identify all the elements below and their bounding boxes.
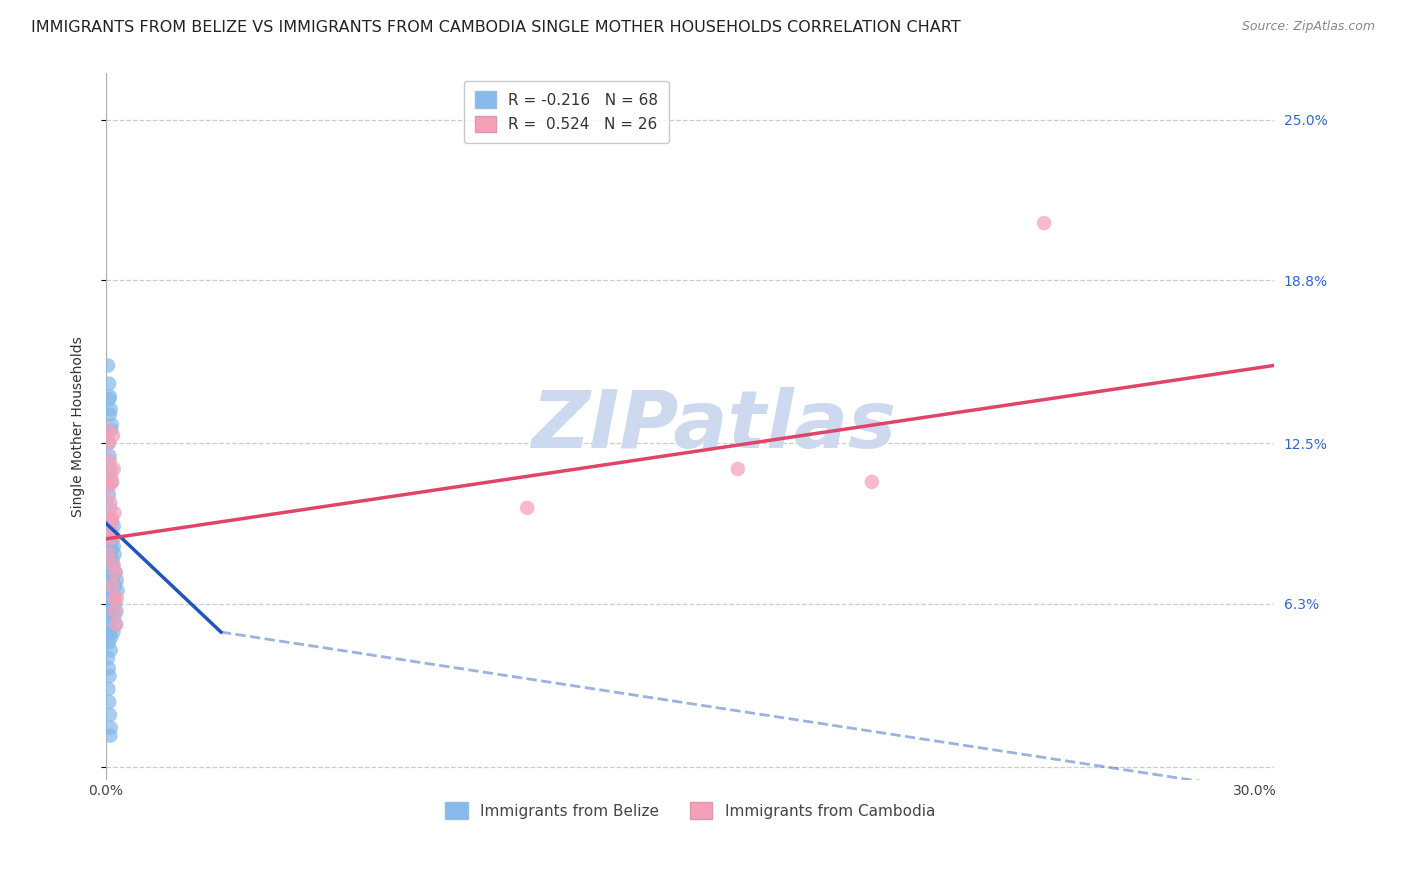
Point [98,707,121,722]
Point [98,462,121,476]
Point [107,583,129,598]
Point [97,635,120,649]
Point [104,597,127,611]
Point [97,661,120,675]
Point [98,436,121,450]
Point [98,625,121,640]
Point [98,695,121,709]
Point [97,609,120,624]
Y-axis label: Single Mother Households: Single Mother Households [72,336,86,516]
Point [97,548,120,562]
Point [97,591,120,606]
Point [97,583,120,598]
Point [100,721,122,735]
Point [98,566,121,580]
Point [97,423,120,437]
Point [98,376,121,391]
Point [98,532,121,546]
Point [98,604,121,618]
Point [104,566,127,580]
Point [98,526,121,541]
Point [101,511,124,525]
Point [100,514,122,528]
Point [103,558,125,572]
Point [103,548,125,562]
Point [100,423,122,437]
Point [101,591,124,606]
Point [97,558,120,572]
Point [105,604,128,618]
Point [105,591,128,606]
Point [103,558,125,572]
Point [98,548,121,562]
Point [1033,216,1056,230]
Text: Source: ZipAtlas.com: Source: ZipAtlas.com [1241,20,1375,33]
Point [97,681,120,696]
Point [98,617,121,632]
Point [100,534,122,549]
Point [98,390,121,404]
Point [98,540,121,554]
Point [98,552,121,566]
Point [103,609,125,624]
Point [98,496,121,510]
Point [98,729,121,743]
Point [101,417,124,432]
Point [100,558,122,572]
Point [97,522,120,536]
Point [101,428,124,442]
Point [98,500,121,515]
Point [98,449,121,463]
Point [103,462,125,476]
Point [100,643,122,657]
Point [97,480,120,494]
Point [101,574,124,588]
Point [100,469,122,483]
Point [101,475,124,489]
Point [100,475,122,489]
Point [100,574,122,588]
Point [98,669,121,683]
Point [101,526,124,541]
Point [516,500,538,515]
Point [97,436,120,450]
Point [100,630,122,644]
Legend: Immigrants from Belize, Immigrants from Cambodia: Immigrants from Belize, Immigrants from … [439,796,941,825]
Point [101,532,124,546]
Point [100,532,122,546]
Point [98,522,121,536]
Point [103,506,125,520]
Point [98,408,121,422]
Text: ZIPatlas: ZIPatlas [531,387,896,466]
Point [98,392,121,406]
Point [101,578,124,592]
Point [97,359,120,373]
Point [105,617,128,632]
Point [97,651,120,665]
Point [98,599,121,614]
Point [105,574,128,588]
Point [98,454,121,468]
Point [727,462,749,476]
Point [103,578,125,592]
Point [860,475,883,489]
Point [103,625,125,640]
Point [103,519,125,533]
Point [105,617,128,632]
Point [104,566,127,580]
Point [101,542,124,557]
Point [97,516,120,531]
Point [104,578,127,592]
Point [98,548,121,562]
Point [103,591,125,606]
Point [103,566,125,580]
Point [97,488,120,502]
Text: IMMIGRANTS FROM BELIZE VS IMMIGRANTS FROM CAMBODIA SINGLE MOTHER HOUSEHOLDS CORR: IMMIGRANTS FROM BELIZE VS IMMIGRANTS FRO… [31,20,960,35]
Point [103,540,125,554]
Point [101,514,124,528]
Point [100,402,122,417]
Point [101,552,124,566]
Point [104,604,127,618]
Point [100,514,122,528]
